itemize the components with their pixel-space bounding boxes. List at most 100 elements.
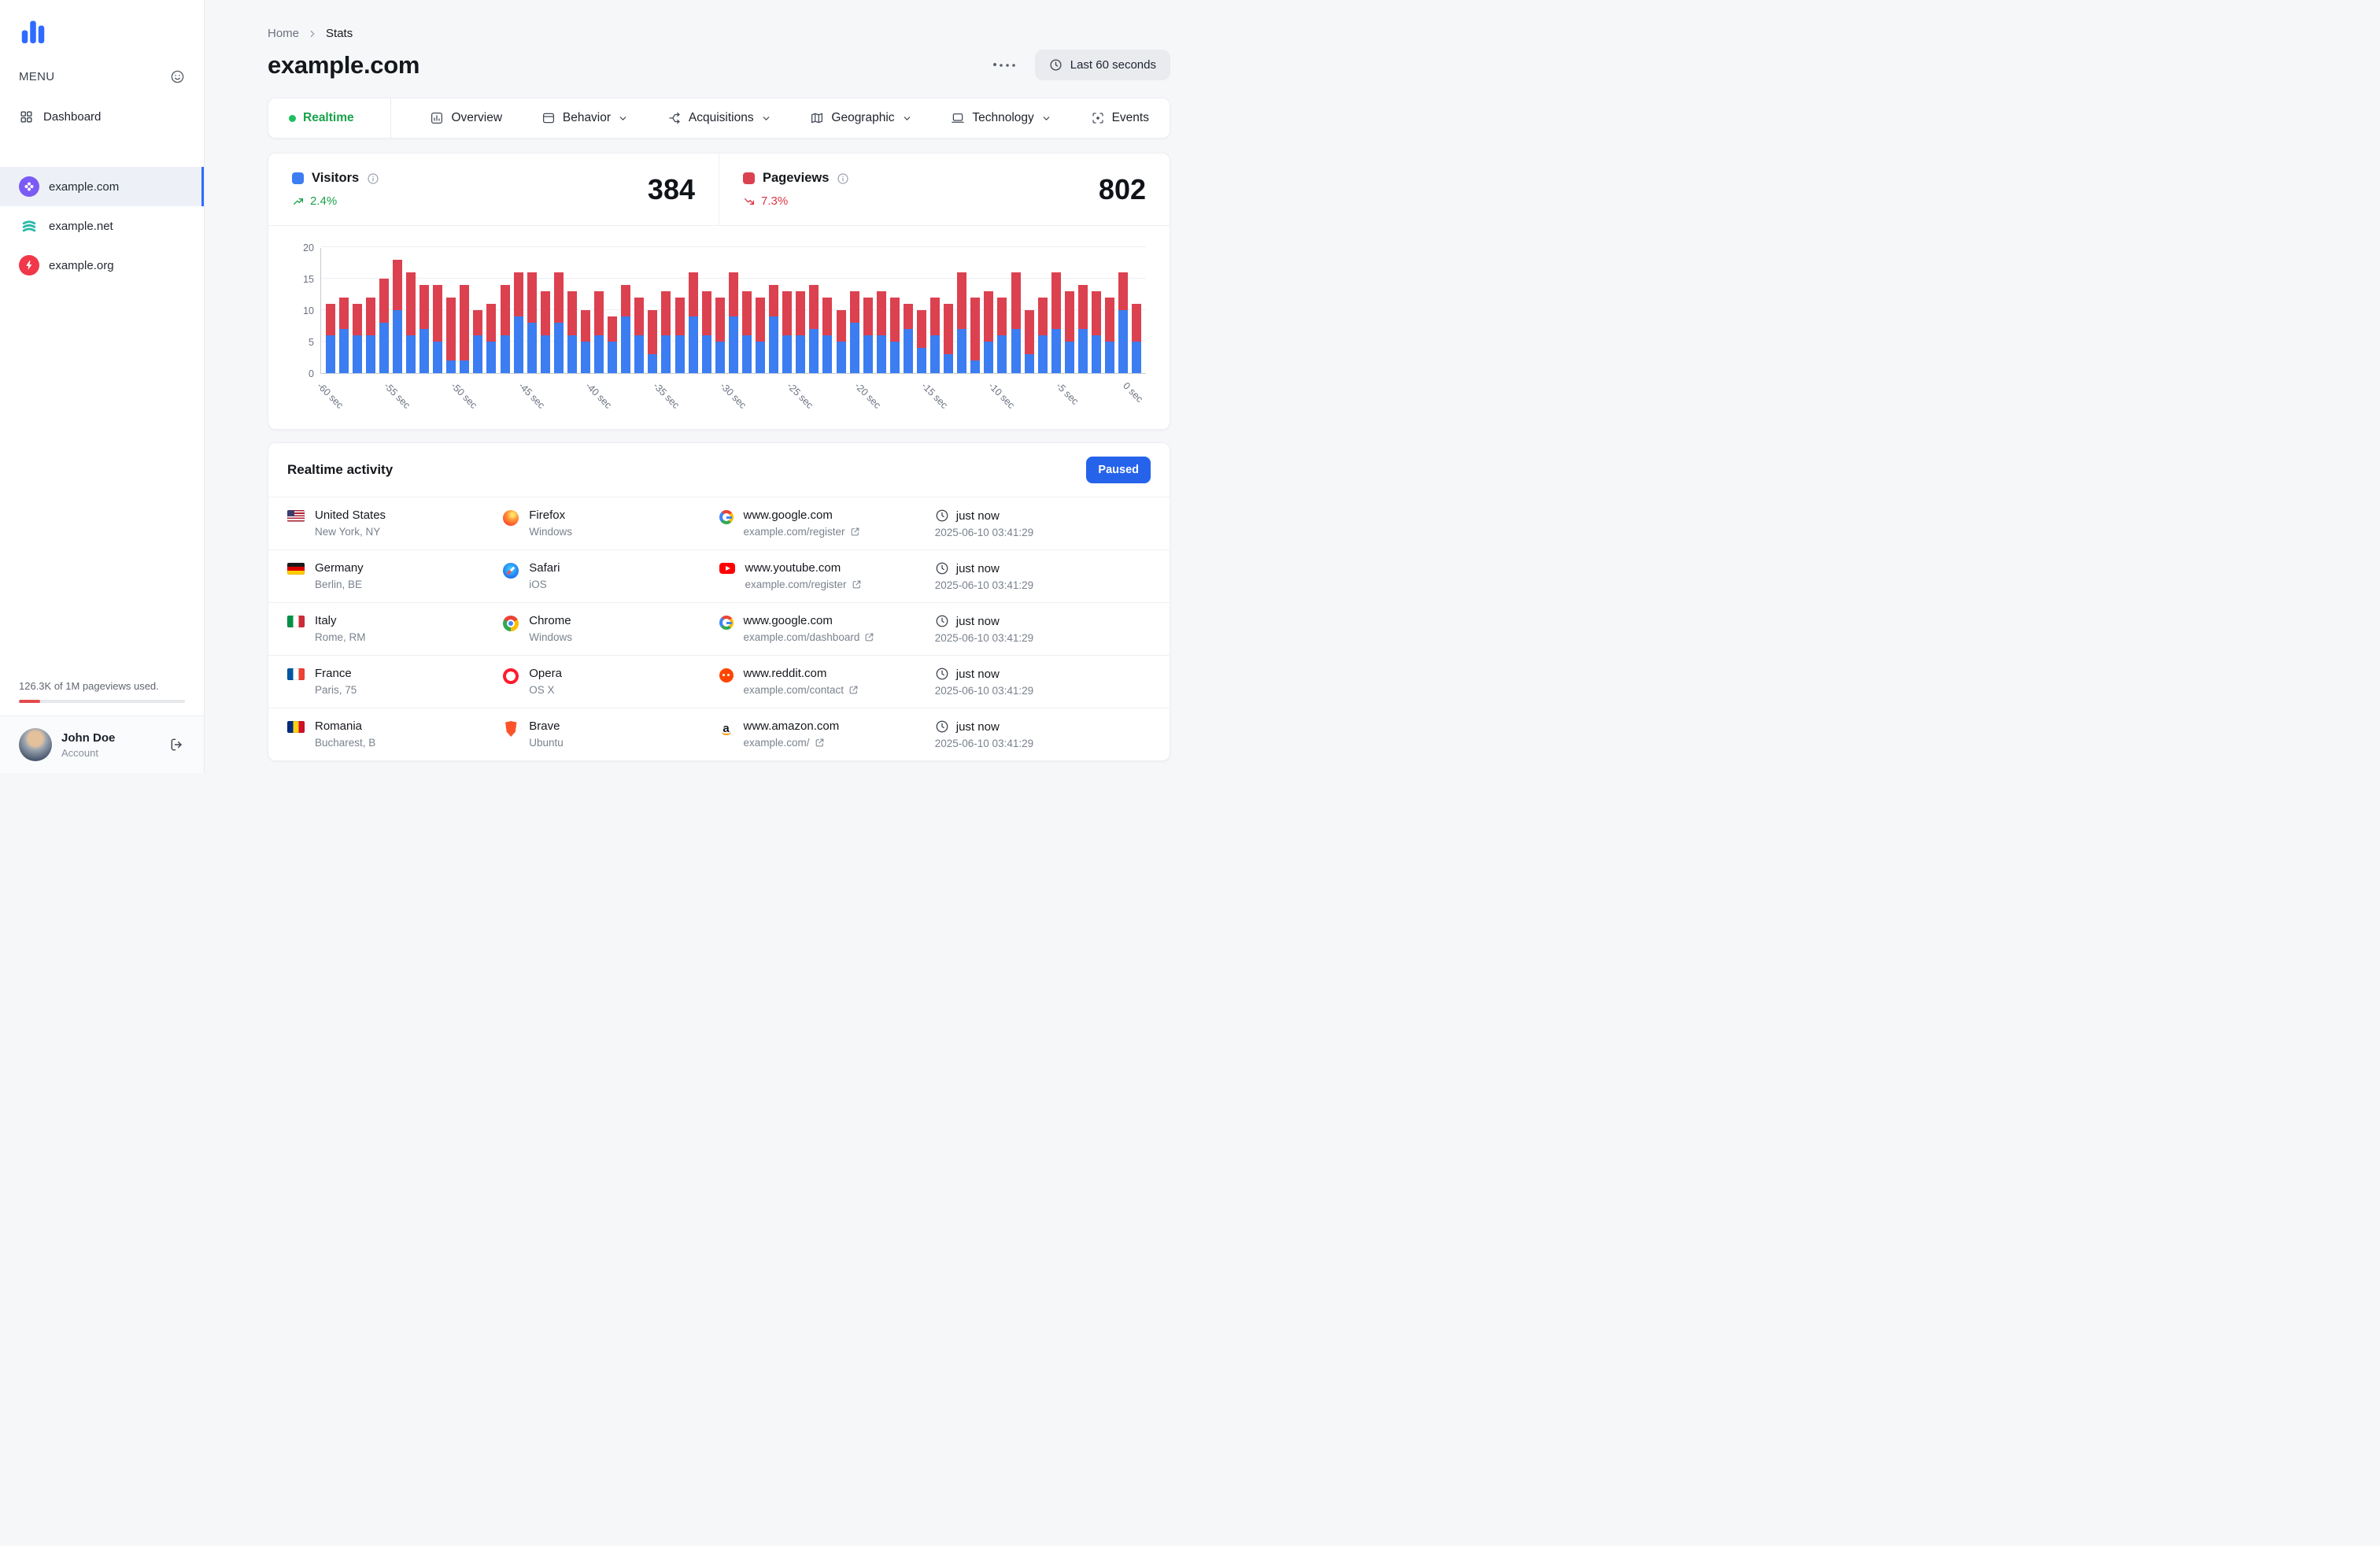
visitors-segment [486, 342, 497, 373]
site-name: example.org [49, 258, 114, 272]
tab-overview[interactable]: Overview [427, 98, 505, 138]
os-name: iOS [529, 579, 547, 590]
tab-geographic[interactable]: Geographic [807, 98, 915, 138]
page-path: example.com/register [745, 579, 847, 590]
visitors-segment [1051, 329, 1061, 373]
visitors-segment [782, 335, 793, 373]
pageviews-segment [446, 298, 456, 361]
pageviews-segment [460, 285, 470, 361]
referrer-domain: www.amazon.com [743, 719, 840, 733]
logout-button[interactable] [169, 737, 185, 753]
relative-time-label: just now [955, 509, 1000, 523]
pageviews-segment [782, 291, 793, 335]
pageviews-segment [1132, 304, 1142, 342]
page-path: example.com/dashboard [743, 631, 860, 643]
chart-bar [834, 248, 848, 373]
page-link[interactable]: example.com/register [744, 526, 860, 538]
brave-browser-icon [505, 721, 517, 737]
relative-time: just now [935, 719, 1033, 734]
tab-acquisitions[interactable]: Acquisitions [664, 98, 774, 138]
y-tick-label: 0 [309, 368, 314, 379]
user-section: John Doe Account [0, 716, 204, 773]
time-cell: just now 2025-06-10 03:41:29 [935, 509, 1151, 539]
clock-icon [935, 561, 949, 575]
clock-icon [935, 719, 949, 734]
visitors-segment [903, 329, 913, 373]
visitors-segment [674, 335, 685, 373]
chart-bar [686, 248, 700, 373]
tab-bar: Realtime Overview Behavior [268, 98, 1170, 139]
info-icon[interactable] [837, 172, 849, 185]
sidebar-item-dashboard[interactable]: Dashboard [0, 100, 204, 134]
visitors-segment [648, 354, 658, 373]
visitors-segment [352, 335, 362, 373]
visitors-segment [688, 316, 698, 373]
tab-realtime[interactable]: Realtime [286, 98, 391, 138]
chart-bar [1009, 248, 1022, 373]
pageviews-segment [984, 291, 994, 342]
page-title: example.com [268, 50, 420, 79]
referrer-cell: www.amazon.com example.com/ [719, 719, 935, 749]
visitors-segment [621, 316, 631, 373]
branch-icon [667, 111, 682, 125]
paused-button[interactable]: Paused [1086, 457, 1151, 483]
scan-target-icon [1091, 111, 1105, 125]
chart-bar: -55 sec [382, 248, 412, 411]
more-options-button[interactable] [989, 57, 1021, 74]
sidebar-item-example-com[interactable]: example.com [0, 167, 204, 206]
tab-label: Geographic [831, 111, 895, 124]
page-link[interactable]: example.com/contact [744, 684, 859, 696]
chart-bar [700, 248, 713, 373]
pageviews-segment [648, 310, 658, 354]
fr-flag-icon [287, 668, 305, 680]
pageviews-segment [419, 285, 430, 329]
pageviews-segment [916, 310, 926, 348]
info-icon[interactable] [367, 172, 379, 185]
map-icon [810, 111, 824, 125]
pageviews-segment [944, 304, 954, 354]
visitors-segment [756, 342, 766, 373]
sidebar-item-example-org[interactable]: example.org [0, 246, 204, 285]
page-link[interactable]: example.com/ [744, 737, 840, 749]
visitors-segment [944, 354, 954, 373]
pageviews-delta: 7.3% [743, 194, 849, 208]
chart-bar: -40 sec [583, 248, 614, 411]
chart-bar: -15 sec [919, 248, 950, 411]
relative-time-label: just now [955, 667, 1000, 681]
x-tick-label: -30 sec [717, 380, 748, 411]
pageviews-segment [325, 304, 335, 335]
page-link[interactable]: example.com/dashboard [744, 631, 875, 643]
visitors-segment [876, 335, 886, 373]
tab-events[interactable]: Events [1088, 98, 1152, 138]
reddit-favicon-icon [719, 668, 734, 682]
breadcrumb-home-link[interactable]: Home [268, 27, 300, 40]
sidebar-item-example-net[interactable]: example.net [0, 206, 204, 246]
user-name: John Doe [61, 730, 116, 745]
time-range-button[interactable]: Last 60 seconds [1034, 50, 1170, 80]
tab-behavior[interactable]: Behavior [538, 98, 631, 138]
chart-bar [538, 248, 552, 373]
activity-row: Romania Bucharest, B Brave Ubuntu www.amazon… [268, 708, 1170, 760]
referrer-text: www.google.com example.com/register [744, 509, 860, 538]
tab-technology[interactable]: Technology [948, 98, 1054, 138]
stats-row: Visitors 2.4% [268, 153, 1170, 226]
pageviews-segment [553, 272, 564, 323]
pageviews-segment [581, 310, 591, 342]
opera-browser-icon [503, 668, 519, 684]
pageviews-segment [661, 291, 671, 335]
activity-title: Realtime activity [287, 462, 394, 477]
visitors-segment [1132, 342, 1142, 373]
referrer-domain: www.reddit.com [743, 667, 827, 680]
delta-value: 2.4% [310, 194, 338, 208]
page-link[interactable]: example.com/register [745, 579, 862, 590]
chart-bar [982, 248, 996, 373]
stat-visitors: Visitors 2.4% [268, 153, 719, 225]
pageviews-segment [796, 291, 806, 335]
pageviews-segment [594, 291, 604, 335]
chart-bar [633, 248, 646, 373]
country-cell: France Paris, 75 [287, 667, 503, 697]
x-tick-label: -25 sec [785, 380, 816, 411]
logout-icon [169, 737, 185, 753]
country-name: Germany [315, 561, 364, 575]
feedback-button[interactable] [170, 69, 185, 84]
